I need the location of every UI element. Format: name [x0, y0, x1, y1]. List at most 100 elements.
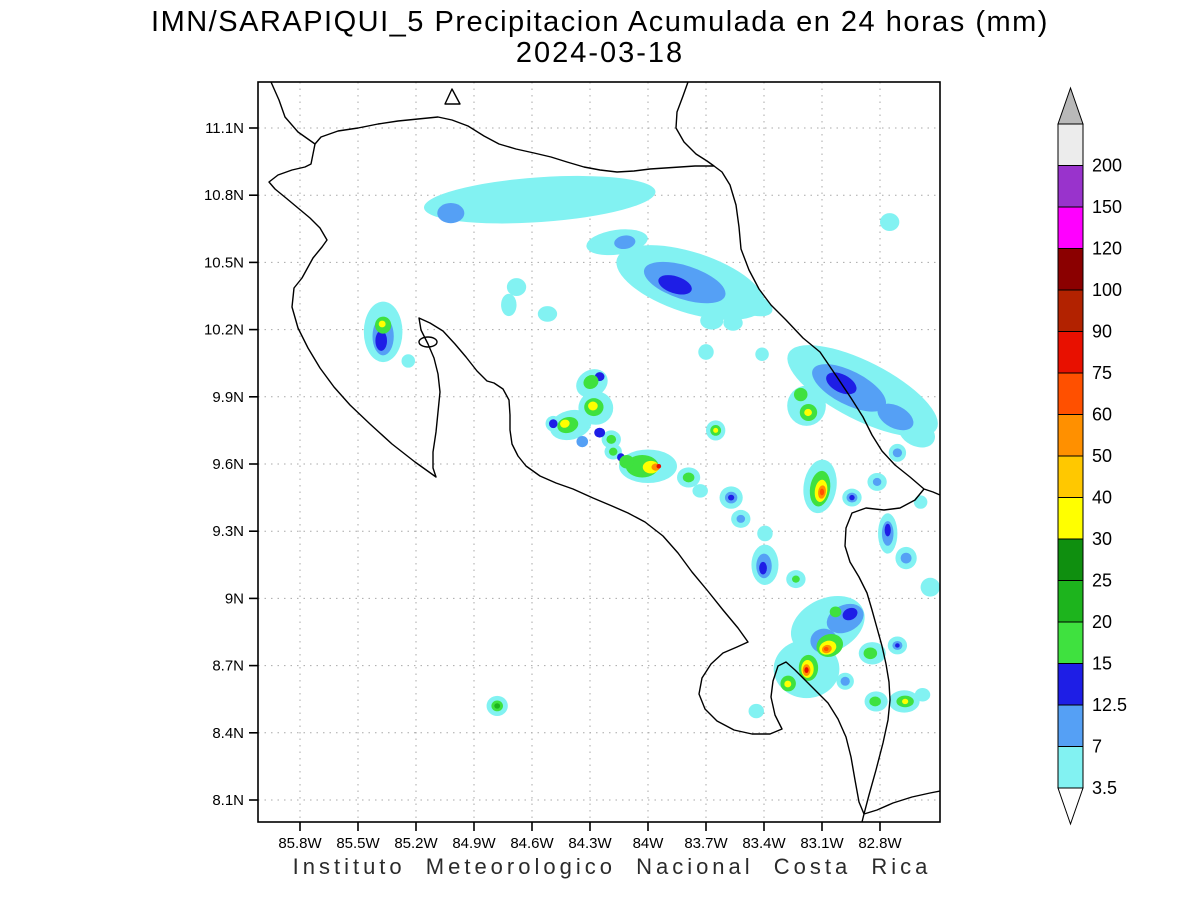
- lake-nicaragua-outline: [444, 88, 461, 105]
- precipitation-cell: [804, 408, 812, 417]
- colorbar-segment: [1057, 497, 1084, 540]
- x-tick-label: 84W: [633, 835, 665, 852]
- colorbar-segment: [1057, 621, 1084, 664]
- colorbar-label: 20: [1092, 612, 1112, 632]
- precipitation-cell: [700, 311, 724, 330]
- x-tick-label: 83.4W: [742, 835, 786, 852]
- y-tick-label: 10.2N: [204, 322, 244, 339]
- precipitation-cell: [736, 514, 746, 523]
- y-tick-label: 11.1N: [205, 120, 244, 137]
- colorbar-segment: [1057, 165, 1084, 208]
- x-tick-label: 83.1W: [800, 835, 844, 852]
- map-coastline: [268, 82, 940, 822]
- precipitation-cell: [698, 344, 714, 360]
- x-tick-label: 82.8W: [858, 835, 902, 852]
- precipitation-cell: [537, 306, 558, 322]
- caribbean-nicaragua-coast: [675, 82, 715, 167]
- chart-title: IMN/SARAPIQUI_5 Precipitacion Acumulada …: [151, 6, 1049, 38]
- precipitation-cell: [840, 676, 850, 686]
- precipitation-cell: [823, 647, 829, 652]
- precipitation-cell: [892, 448, 903, 458]
- y-tick-label: 9.3N: [212, 523, 244, 540]
- precipitation-cell: [501, 293, 517, 317]
- colorbar-segment: [1057, 746, 1084, 789]
- precipitation-cell: [588, 401, 598, 411]
- precipitation-cell: [506, 278, 527, 297]
- colorbar-segment: [1057, 331, 1084, 374]
- precipitation-cell: [842, 607, 858, 621]
- precipitation-cell: [913, 495, 928, 509]
- colorbar-bottom-arrow: [1057, 787, 1084, 826]
- precipitation-cell: [723, 315, 743, 331]
- precipitation-cell: [424, 175, 656, 224]
- precipitation-cell: [829, 606, 842, 618]
- plot-frame: [257, 81, 941, 823]
- x-tick-label: 85.8W: [278, 835, 322, 852]
- precipitation-cell: [619, 455, 635, 469]
- x-tick-label: 84.3W: [568, 835, 612, 852]
- precipitation-cell: [819, 488, 825, 496]
- precipitation-cell: [900, 552, 912, 564]
- y-tick-label: 10.5N: [204, 254, 244, 271]
- precipitation-cell: [863, 647, 878, 660]
- colorbar-label: 15: [1092, 654, 1112, 674]
- precipitation-cell: [692, 484, 708, 498]
- precipitation-cell: [658, 275, 692, 295]
- y-tick-label: 9.6N: [212, 456, 244, 473]
- x-axis: 85.8W 85.5W 85.2W 84.9W 84.6W 84.3W 84W 83.7W 83…: [278, 822, 903, 852]
- precipitation-cell: [877, 403, 914, 431]
- precipitation-cell: [494, 703, 501, 709]
- precipitation-cell: [576, 436, 589, 448]
- precipitation-cell: [784, 680, 792, 688]
- credit-caption: Instituto Meteorologico Nacional Costa R…: [293, 854, 932, 879]
- colorbar-segment: [1057, 372, 1084, 415]
- precipitation-cell: [879, 213, 900, 232]
- colorbar-segment: [1057, 248, 1084, 291]
- costa-rica-pacific-outline: [268, 143, 940, 822]
- precipitation-cell: [437, 203, 465, 224]
- precipitation-cell: [920, 577, 940, 597]
- x-tick-label: 84.9W: [452, 835, 496, 852]
- precipitation-cell: [849, 494, 855, 501]
- x-tick-label: 85.5W: [336, 835, 380, 852]
- colorbar-label: 60: [1092, 405, 1112, 425]
- precipitation-cell: [895, 643, 900, 648]
- colorbar: 200 150 120 100 90 75 60 50 40 30 25 20 15 12.5 7 3.5: [1057, 86, 1127, 826]
- nicaragua-coast-and-border: [270, 82, 940, 496]
- x-tick-label: 83.7W: [684, 835, 728, 852]
- colorbar-label: 30: [1092, 529, 1112, 549]
- y-tick-label: 8.7N: [212, 658, 244, 675]
- precipitation-cells: [363, 175, 940, 719]
- precipitation-cell: [872, 477, 882, 486]
- precipitation-cell: [682, 472, 695, 483]
- precipitation-cell: [869, 696, 881, 707]
- y-tick-label: 9N: [225, 590, 244, 607]
- colorbar-segment: [1057, 580, 1084, 623]
- y-tick-label: 8.4N: [212, 725, 244, 742]
- precipitation-cell: [549, 419, 558, 429]
- y-tick-label: 8.1N: [212, 792, 244, 809]
- colorbar-label: 3.5: [1092, 778, 1117, 798]
- precipitation-cell: [583, 375, 599, 390]
- precipitation-cell: [724, 289, 773, 317]
- precipitation-cell: [757, 525, 773, 542]
- precipitation-cell: [759, 561, 767, 575]
- chira-island: [418, 336, 438, 348]
- colorbar-label: 40: [1092, 488, 1112, 508]
- colorbar-segment: [1057, 206, 1084, 249]
- precipitation-cell: [594, 427, 606, 438]
- colorbar-segment: [1057, 704, 1084, 747]
- colorbar-label: 120: [1092, 239, 1122, 259]
- precipitation-cell: [748, 703, 764, 719]
- precipitation-cell: [614, 235, 636, 250]
- precipitation-cell: [656, 464, 662, 469]
- precipitation-cell: [375, 330, 387, 351]
- precipitation-cell: [792, 575, 800, 583]
- precipitation-cell: [608, 447, 618, 456]
- precipitation-cell: [378, 320, 386, 328]
- chart-date: 2024-03-18: [516, 37, 684, 69]
- colorbar-segment: [1057, 538, 1084, 581]
- precipitation-cell: [793, 387, 808, 402]
